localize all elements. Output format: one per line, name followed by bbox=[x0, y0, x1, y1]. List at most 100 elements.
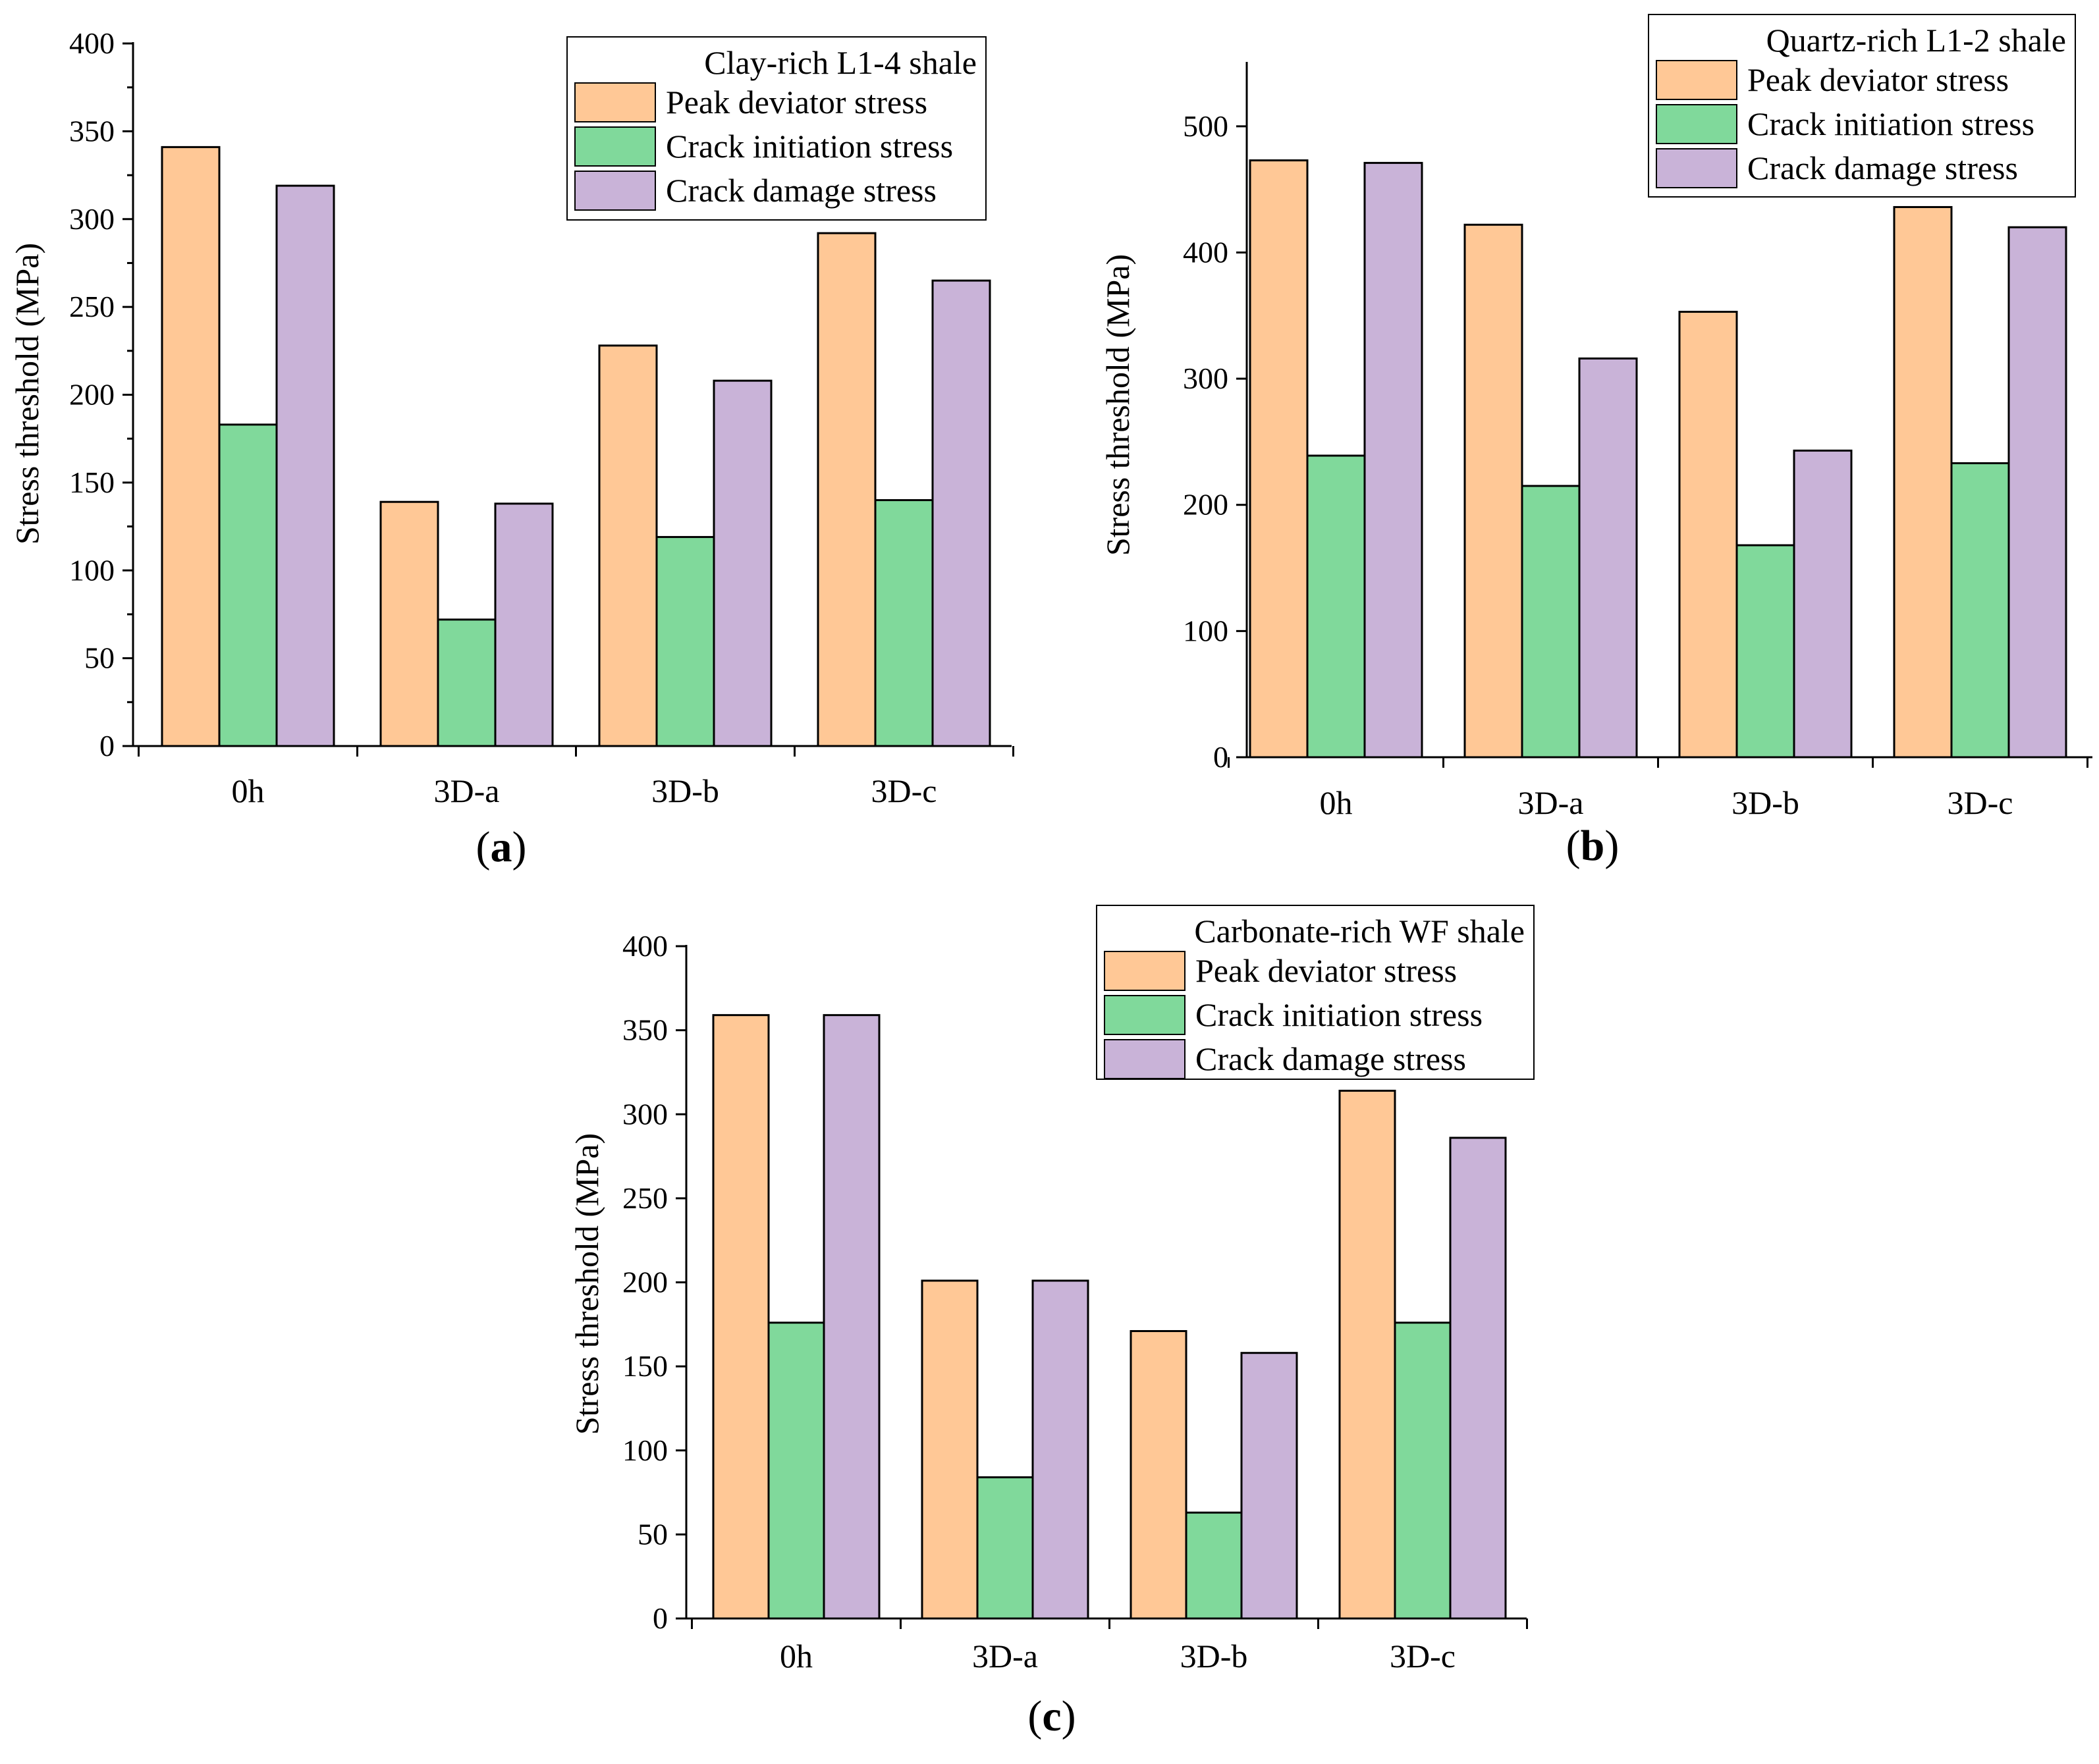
figure-canvas: 0 50 100 150 200 250 300 350 400 0h 3D-a 3D-b 3D-c St… bbox=[0, 0, 2099, 1764]
bar-b-damage-3d-c bbox=[2009, 227, 2066, 757]
bar-b-peak-3d-a bbox=[1465, 225, 1522, 757]
chart-a-clay-rich: 0 50 100 150 200 250 300 350 400 0h 3D-a 3D-b 3D-c St… bbox=[9, 26, 1014, 871]
y-tick-label: 250 bbox=[69, 290, 115, 323]
bar-a-initiation-3d-c bbox=[875, 500, 933, 746]
panel-label-letter: a bbox=[491, 823, 512, 871]
bar-a-damage-0h bbox=[277, 186, 334, 746]
x-category-label-3d-a: 3D-a bbox=[434, 772, 500, 809]
legend-label-peak: Peak deviator stress bbox=[1195, 952, 1457, 989]
legend-label-initiation: Crack initiation stress bbox=[666, 128, 953, 165]
panel-label-open: ( bbox=[1027, 1692, 1042, 1740]
y-tick-label: 200 bbox=[622, 1266, 668, 1299]
bar-c-damage-3d-c bbox=[1450, 1138, 1506, 1618]
x-category-label-3d-b: 3D-b bbox=[1180, 1638, 1248, 1674]
y-tick-label: 100 bbox=[622, 1433, 668, 1467]
bar-a-peak-3d-b bbox=[599, 346, 657, 746]
bar-a-peak-3d-a bbox=[381, 502, 438, 746]
y-tick-label: 50 bbox=[638, 1517, 668, 1551]
panel-label-letter: b bbox=[1581, 822, 1605, 870]
y-tick-label: 50 bbox=[84, 641, 115, 675]
panel-label-close: ) bbox=[512, 823, 527, 871]
bar-b-damage-3d-b bbox=[1794, 450, 1851, 757]
panel-label-open: ( bbox=[1566, 822, 1581, 870]
bar-c-damage-3d-b bbox=[1241, 1353, 1297, 1618]
legend-label-peak: Peak deviator stress bbox=[1747, 61, 2009, 98]
chart-b-quartz-rich: 0 100 200 300 400 500 0h 3D-a 3D-b 3D-c Stress thr… bbox=[1099, 14, 2092, 870]
bar-c-peak-3d-a bbox=[922, 1281, 977, 1618]
legend-swatch-peak bbox=[575, 83, 655, 122]
legend-label-peak: Peak deviator stress bbox=[666, 84, 927, 120]
panel-label-open: ( bbox=[476, 823, 491, 871]
bar-b-initiation-3d-b bbox=[1737, 545, 1794, 757]
legend-swatch-damage bbox=[575, 171, 655, 210]
y-axis-title: Stress threshold (MPa) bbox=[568, 1133, 605, 1435]
x-category-label-3d-c: 3D-c bbox=[1390, 1638, 1456, 1674]
legend-swatch-initiation bbox=[1104, 996, 1185, 1034]
legend-label-initiation: Crack initiation stress bbox=[1747, 105, 2034, 142]
bar-a-peak-3d-c bbox=[818, 233, 875, 746]
y-tick-label: 150 bbox=[69, 466, 115, 499]
panel-label-letter: c bbox=[1042, 1692, 1061, 1740]
y-tick-label: 250 bbox=[622, 1181, 668, 1215]
bar-a-damage-3d-b bbox=[714, 381, 771, 746]
bar-b-initiation-3d-a bbox=[1522, 486, 1579, 757]
bar-a-damage-3d-c bbox=[933, 281, 990, 746]
bar-b-damage-3d-a bbox=[1579, 358, 1637, 757]
legend-swatch-peak bbox=[1656, 61, 1737, 99]
x-category-label-3d-b: 3D-b bbox=[651, 772, 719, 809]
x-category-label-0h: 0h bbox=[1320, 784, 1353, 821]
legend-swatch-initiation bbox=[1656, 105, 1737, 144]
legend-swatch-damage bbox=[1656, 149, 1737, 188]
x-category-label-3d-c: 3D-c bbox=[1948, 784, 2013, 821]
bar-b-initiation-0h bbox=[1307, 456, 1365, 757]
panel-label-close: ) bbox=[1062, 1692, 1076, 1740]
x-category-label-3d-a: 3D-a bbox=[972, 1638, 1038, 1674]
y-tick-label: 200 bbox=[1183, 488, 1228, 521]
y-tick-label: 100 bbox=[1183, 614, 1228, 647]
legend-title: Clay-rich L1-4 shale bbox=[704, 44, 977, 81]
bar-b-initiation-3d-c bbox=[1951, 463, 2009, 757]
y-axis-title: Stress threshold (MPa) bbox=[9, 243, 45, 545]
y-tick-label: 300 bbox=[1183, 361, 1228, 395]
bar-b-peak-3d-b bbox=[1679, 312, 1737, 757]
y-tick-label: 0 bbox=[99, 729, 115, 762]
legend-swatch-damage bbox=[1104, 1040, 1185, 1079]
bar-c-peak-3d-b bbox=[1131, 1331, 1186, 1618]
x-category-label-3d-b: 3D-b bbox=[1731, 784, 1799, 821]
y-tick-label: 400 bbox=[1183, 235, 1228, 269]
bar-a-damage-3d-a bbox=[495, 504, 553, 746]
chart-c-carbonate-rich: 0 50 100 150 200 250 300 350 400 0h 3D-a 3D-b 3D-c St… bbox=[568, 905, 1534, 1740]
y-tick-label: 500 bbox=[1183, 109, 1228, 143]
legend-swatch-initiation bbox=[575, 127, 655, 166]
bar-a-initiation-0h bbox=[219, 425, 277, 746]
legend-label-initiation: Crack initiation stress bbox=[1195, 996, 1483, 1033]
y-tick-label: 0 bbox=[653, 1601, 668, 1635]
panel-label: (a) bbox=[476, 823, 527, 871]
bar-c-damage-3d-a bbox=[1033, 1281, 1088, 1618]
legend-label-damage: Crack damage stress bbox=[1747, 149, 2018, 186]
bar-b-peak-0h bbox=[1250, 161, 1307, 757]
y-tick-label: 0 bbox=[1213, 740, 1228, 774]
x-category-label-3d-a: 3D-a bbox=[1518, 784, 1584, 821]
y-axis-title: Stress threshold (MPa) bbox=[1099, 254, 1136, 556]
bar-a-initiation-3d-a bbox=[438, 620, 495, 746]
panel-label: (c) bbox=[1027, 1692, 1076, 1740]
bar-c-damage-0h bbox=[824, 1015, 879, 1618]
bar-b-peak-3d-c bbox=[1894, 207, 1951, 757]
panel-label: (b) bbox=[1566, 822, 1620, 870]
y-tick-label: 350 bbox=[622, 1013, 668, 1047]
legend-label-damage: Crack damage stress bbox=[1195, 1040, 1466, 1077]
bar-c-initiation-3d-a bbox=[977, 1478, 1033, 1618]
bar-a-peak-0h bbox=[162, 147, 219, 746]
x-category-label-3d-c: 3D-c bbox=[871, 772, 937, 809]
bar-a-initiation-3d-b bbox=[657, 537, 714, 746]
legend-title: Quartz-rich L1-2 shale bbox=[1766, 22, 2066, 59]
y-tick-label: 100 bbox=[69, 553, 115, 587]
y-tick-label: 150 bbox=[622, 1349, 668, 1383]
bar-c-initiation-3d-b bbox=[1186, 1512, 1241, 1618]
bar-c-peak-3d-c bbox=[1340, 1091, 1395, 1618]
bar-c-initiation-0h bbox=[769, 1323, 824, 1618]
legend-swatch-peak bbox=[1104, 951, 1185, 990]
legend-title: Carbonate-rich WF shale bbox=[1194, 913, 1525, 949]
bar-c-peak-0h bbox=[713, 1015, 769, 1618]
